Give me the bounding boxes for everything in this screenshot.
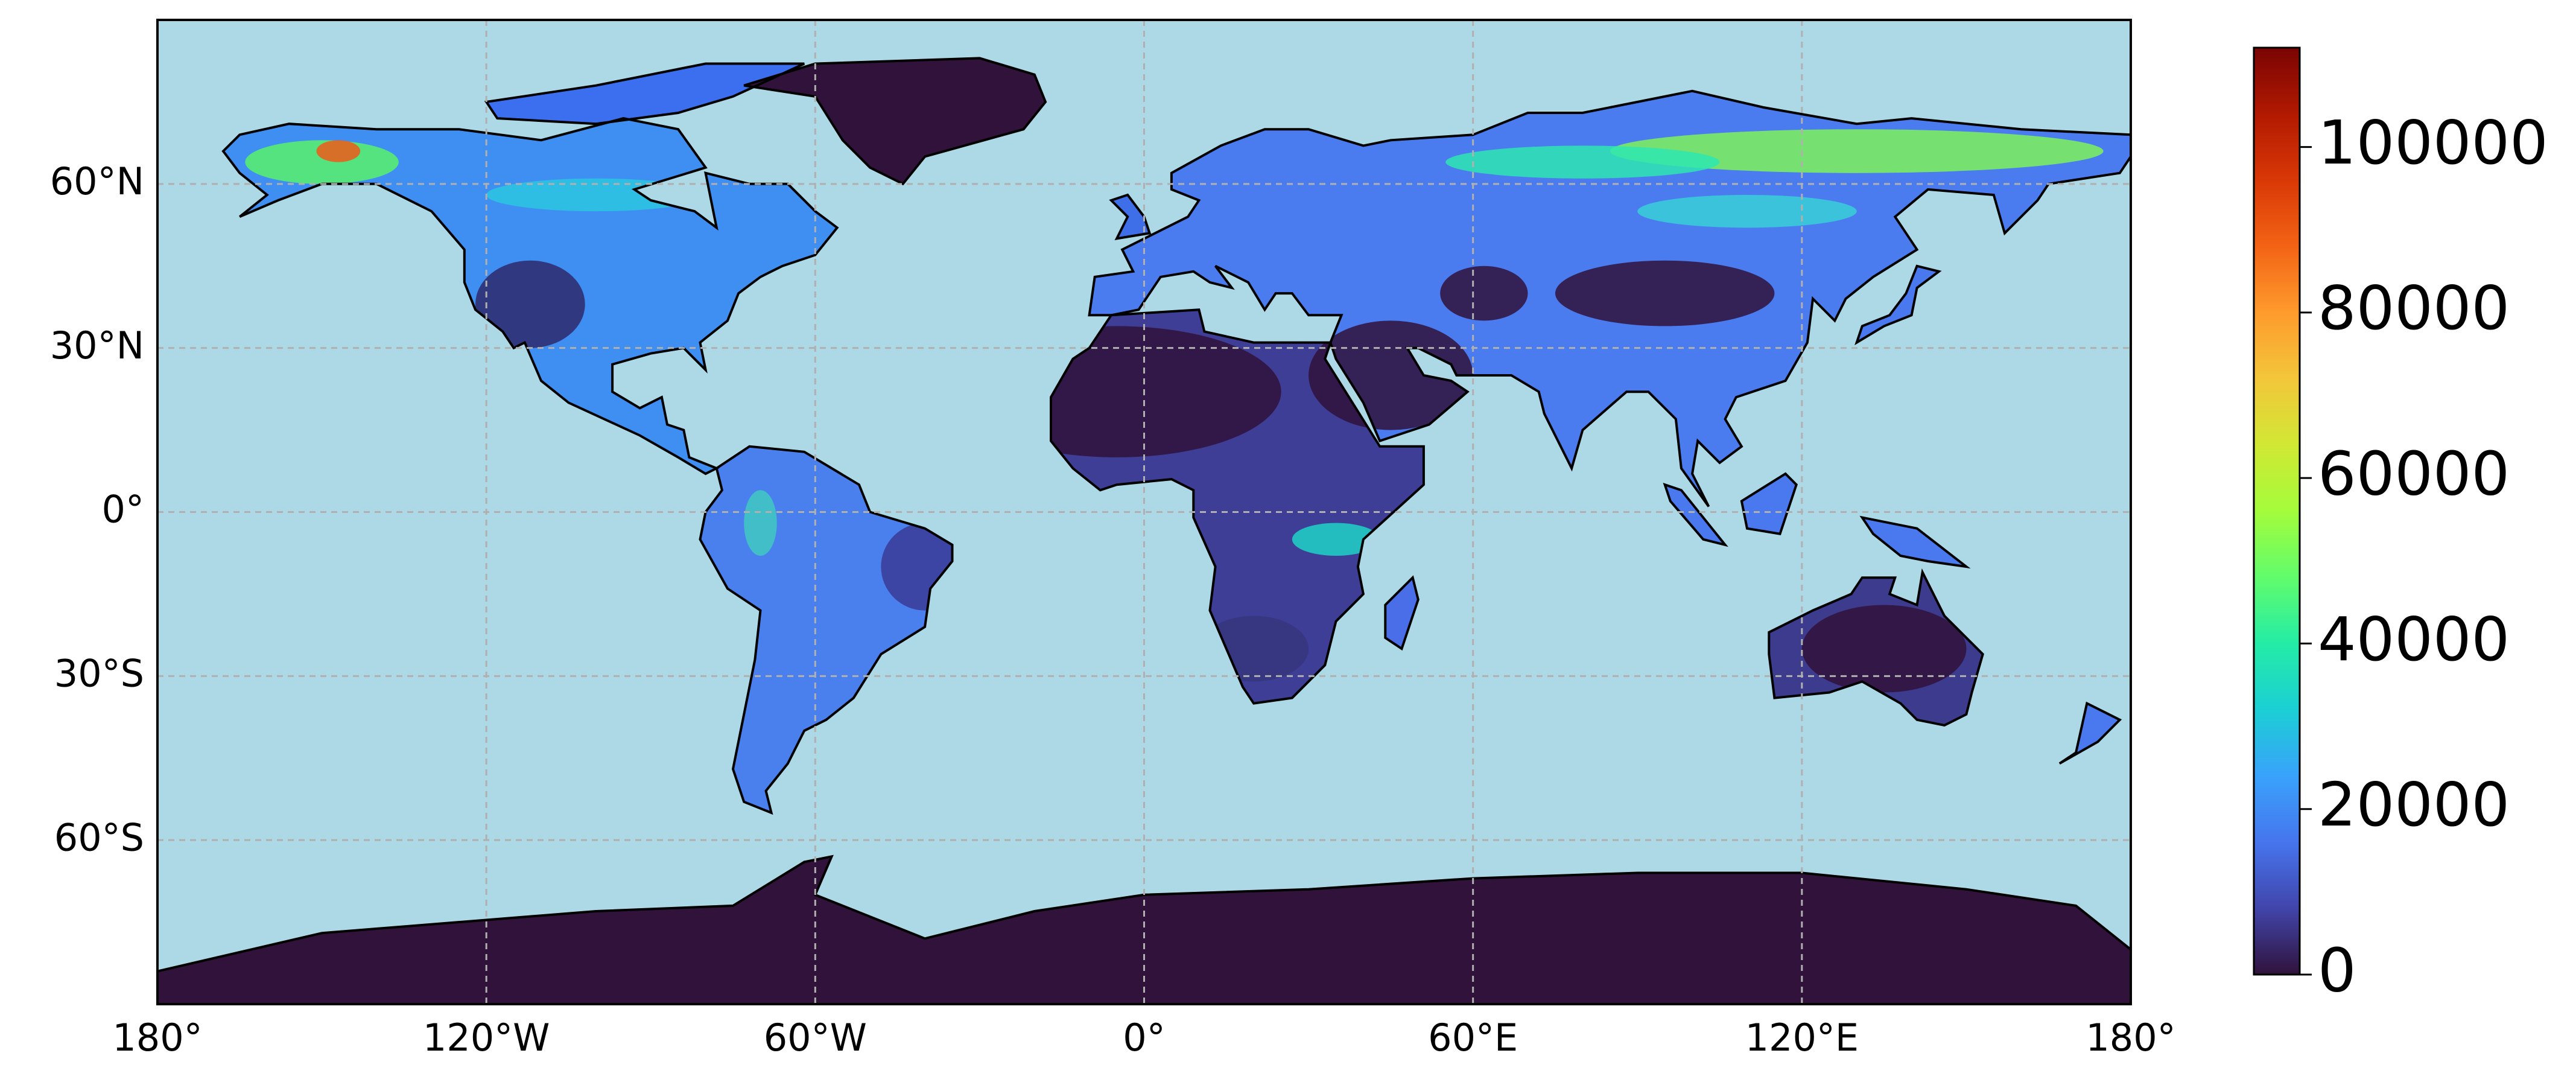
north-america-coast (221, 117, 839, 476)
greenland-coast (743, 57, 1047, 186)
great-britain-coast (1109, 193, 1152, 241)
africa-coast (1050, 308, 1425, 705)
japan-coast (1854, 264, 1942, 346)
map-frame (156, 19, 2132, 1005)
y-tick-label: 60°S (54, 815, 144, 859)
y-tick-label: 0° (102, 488, 144, 532)
madagascar (1385, 578, 1418, 649)
x-tick-label: 120°W (423, 1016, 550, 1060)
x-tick-label: 0° (1123, 1016, 1165, 1060)
colorbar-tick-label: 60000 (2318, 438, 2510, 509)
south-america-coast (699, 445, 954, 815)
density-patch (744, 490, 777, 556)
arctic-islands-coast (484, 62, 805, 126)
madagascar-coast (1384, 575, 1420, 651)
new-guinea (1862, 517, 1967, 567)
density-patch (1637, 194, 1857, 228)
australia-coast (1768, 568, 1984, 727)
borneo-coast (1740, 472, 1798, 535)
density-patch (1801, 605, 1967, 693)
colorbar-tick-label: 80000 (2318, 273, 2510, 343)
x-tick-label: 120°E (1745, 1016, 1859, 1060)
density-patch (1292, 523, 1380, 556)
antarctica-coast (157, 854, 2131, 1004)
colorbar-tick-label: 20000 (2318, 769, 2510, 840)
y-tick-label: 30°N (50, 323, 144, 368)
sumatra-coast (1663, 483, 1728, 547)
colorbar (2253, 46, 2301, 976)
y-tick-label: 30°S (54, 651, 144, 695)
density-patch (1445, 145, 1720, 179)
y-tick-label: 60°N (50, 159, 144, 203)
x-tick-label: 180° (112, 1016, 202, 1060)
density-patch (1610, 129, 2104, 173)
colorbar-tick-label: 40000 (2318, 604, 2510, 675)
new-guinea-coast (1859, 515, 1971, 569)
colorbar-tick-label: 100000 (2318, 107, 2548, 178)
new-zealand-coast (2058, 701, 2122, 765)
coastlines (157, 57, 2131, 1004)
eurasia-coast (1088, 89, 2131, 508)
density-patch (475, 260, 585, 348)
new-zealand (2059, 703, 2120, 764)
colorbar-tick-label: 0 (2318, 935, 2356, 1005)
antarctica (157, 856, 2131, 1004)
borneo (1741, 474, 1797, 534)
x-tick-label: 180° (2086, 1016, 2175, 1060)
density-patch (1440, 266, 1528, 321)
density-patch (316, 140, 361, 162)
x-tick-label: 60°E (1428, 1016, 1518, 1060)
x-tick-label: 60°W (764, 1016, 867, 1060)
density-patch (1555, 260, 1775, 326)
great-britain (1111, 195, 1150, 239)
sumatra (1664, 485, 1725, 545)
greenland (744, 58, 1045, 184)
arctic-islands (486, 63, 805, 124)
